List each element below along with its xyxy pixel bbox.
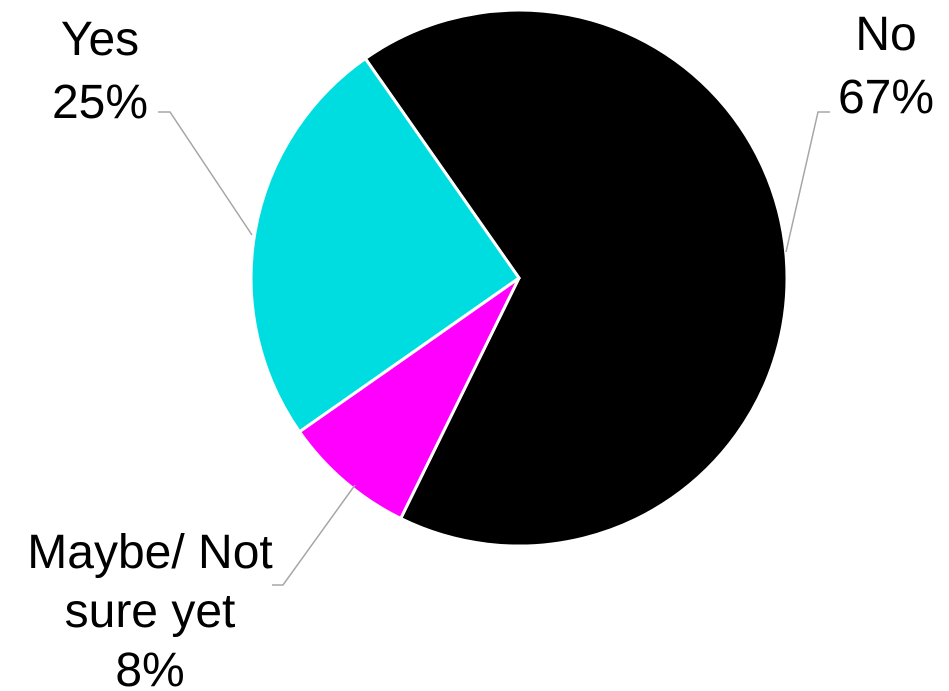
slice-label-no: No xyxy=(855,8,916,61)
pie-slice-no xyxy=(363,8,789,548)
pie-slice-yes xyxy=(249,56,522,434)
slice-label-yes: Yes xyxy=(61,13,139,66)
slice-value-no: 67% xyxy=(838,71,934,124)
pie-slices xyxy=(249,8,789,548)
slice-value-yes: 25% xyxy=(52,76,148,129)
slice-label-maybe-line2: sure yet xyxy=(65,585,236,638)
leader-line-maybe xyxy=(272,484,356,586)
leader-line-no xyxy=(785,111,830,253)
leader-line-yes xyxy=(158,111,253,236)
slice-label-maybe-line1: Maybe/ Not xyxy=(27,526,272,579)
slice-value-maybe: 8% xyxy=(115,644,184,691)
pie-slice-maybe xyxy=(297,276,521,521)
